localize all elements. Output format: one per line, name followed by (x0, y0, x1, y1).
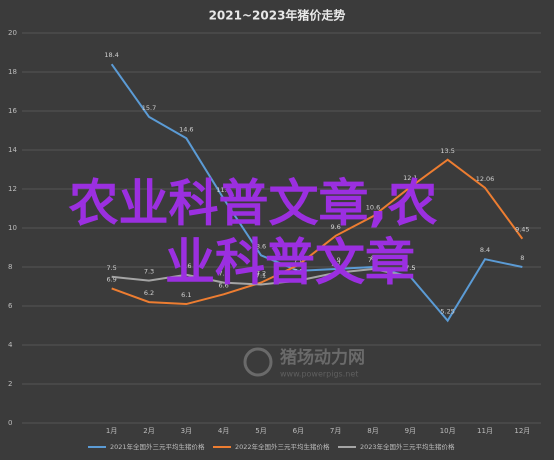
data-label: 7.2 (256, 270, 266, 278)
data-label: 6.9 (106, 275, 116, 283)
data-label: 7.3 (144, 268, 154, 276)
y-tick-label: 8 (8, 263, 12, 271)
data-label: 7.9 (368, 256, 378, 264)
watermark-icon (243, 347, 273, 377)
series-line (111, 267, 411, 286)
y-tick-label: 10 (8, 224, 17, 232)
x-tick-label: 11月 (477, 427, 493, 435)
data-label: 8.4 (480, 246, 490, 254)
x-tick-label: 1月 (106, 427, 117, 435)
y-tick-label: 12 (8, 185, 17, 193)
y-tick-label: 18 (8, 68, 17, 76)
watermark-logo: 猪场动力网 (280, 347, 365, 368)
data-label: 7.6 (181, 262, 191, 270)
data-label: 12.1 (403, 174, 417, 182)
data-label: 8.6 (256, 242, 266, 250)
x-tick-label: 4月 (218, 427, 229, 435)
data-label: 8 (371, 254, 375, 262)
series-line (111, 158, 524, 306)
x-tick-label: 9月 (405, 427, 416, 435)
legend-label: 2023年全国外三元平均生猪价格 (360, 442, 455, 451)
overlay-text: 业科普文章 (165, 234, 415, 292)
data-label: 7.1 (256, 272, 266, 280)
chart-title: 2021~2023年猪价走势 (209, 8, 346, 23)
data-label: 14.6 (179, 125, 193, 133)
data-label: 8 (520, 254, 524, 262)
data-label: 6.2 (144, 289, 154, 297)
data-label: 6.1 (181, 291, 191, 299)
x-tick-label: 12月 (514, 427, 530, 435)
data-label: 7.9 (330, 256, 340, 264)
y-tick-label: 14 (8, 146, 17, 154)
data-label: 9.6 (330, 223, 340, 231)
x-tick-label: 5月 (255, 427, 266, 435)
data-label: 10.6 (366, 203, 380, 211)
x-tick-label: 10月 (440, 427, 456, 435)
data-label: 8.1 (293, 252, 303, 260)
legend-label: 2021年全国外三元平均生猪价格 (110, 442, 205, 451)
data-label: 9.45 (515, 226, 529, 234)
data-label: 7.7 (330, 260, 340, 268)
data-label: 7.8 (293, 258, 303, 266)
watermark-url: www.powerpigs.net (280, 370, 358, 379)
x-tick-label: 8月 (367, 427, 378, 435)
data-label: 15.7 (142, 104, 156, 112)
overlay-text: 农业科普文章,农 (69, 175, 438, 233)
y-tick-label: 16 (8, 107, 17, 115)
data-label: 7.5 (405, 264, 415, 272)
y-tick-label: 20 (8, 29, 17, 37)
data-label: 7.3 (293, 268, 303, 276)
x-tick-label: 6月 (293, 427, 304, 435)
y-tick-label: 0 (8, 419, 12, 427)
data-label: 11.5 (216, 186, 230, 194)
data-label: 7.2 (218, 270, 228, 278)
x-tick-label: 7月 (330, 427, 341, 435)
y-tick-label: 4 (8, 341, 13, 349)
data-label: 12.06 (476, 175, 495, 183)
data-label: 5.25 (440, 308, 454, 316)
series-line (110, 63, 523, 323)
data-label: 7.5 (106, 264, 116, 272)
data-label: 18.4 (104, 51, 118, 59)
data-label: 6.6 (218, 281, 228, 289)
y-tick-label: 2 (8, 380, 12, 388)
legend-label: 2022年全国外三元平均生猪价格 (235, 442, 330, 451)
x-tick-label: 3月 (181, 427, 192, 435)
x-tick-label: 2月 (143, 427, 154, 435)
data-label: 7.5 (405, 264, 415, 272)
y-tick-label: 6 (8, 302, 13, 310)
data-label: 13.5 (440, 147, 454, 155)
